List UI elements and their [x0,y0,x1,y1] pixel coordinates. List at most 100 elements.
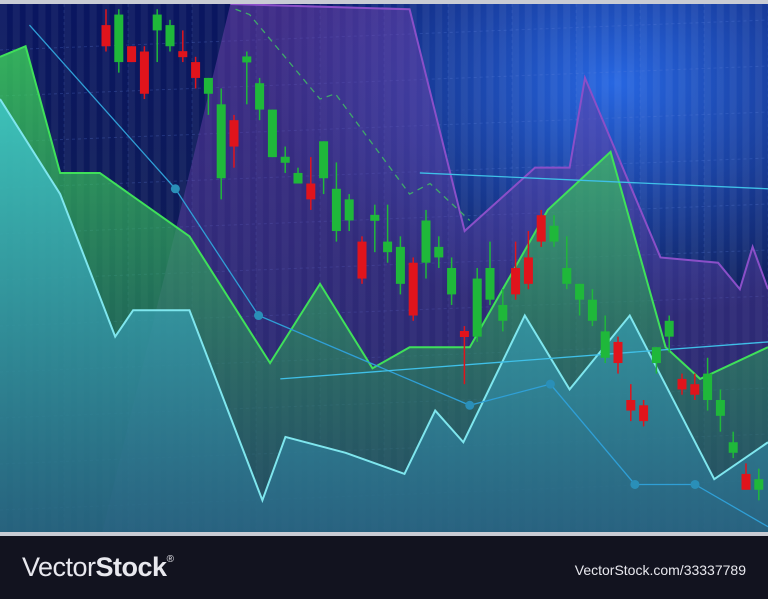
candle-body-down [408,262,418,316]
candle [114,9,124,73]
logo-light: Vector [22,552,96,582]
candle [293,167,303,184]
candle [203,77,213,115]
candle-body-up [331,188,341,232]
candle [728,431,738,459]
line-marker-dot [545,379,555,389]
candle-body-up [498,304,508,321]
candle-body-up [600,331,610,358]
chart-panel [0,0,768,536]
candle-body-down [536,215,546,242]
candle [485,241,495,305]
candle [600,315,610,364]
candle-body-down [523,257,533,284]
candle [267,109,277,158]
candle [639,400,649,427]
candle [383,204,393,263]
footer-bar: VectorStock® VectorStock.com/33337789 [0,536,768,599]
candle [523,231,533,290]
line-marker-dot [690,479,700,489]
candle-body-up [754,479,764,490]
line-marker-dot [170,184,180,194]
candle [165,19,175,52]
candle [715,389,725,432]
candle-body-up [575,283,585,300]
candle-body-up [242,56,252,63]
candle-body-up [383,241,393,253]
candle-body-up [664,320,674,337]
candle-body-up [472,278,482,337]
candle-body-down [613,341,623,364]
candle [651,347,661,374]
candle [319,141,329,195]
teal-area-line [0,98,768,504]
candle-body-up [434,246,444,258]
trend-dots-line [28,24,768,528]
candle [216,88,226,200]
candle-body-up [447,268,457,295]
vectorstock-logo: VectorStock® [22,552,174,583]
candle-body-down [626,400,636,411]
candle [562,236,572,290]
candle-body-up [344,199,354,221]
candle [306,157,316,210]
candle [255,77,265,121]
candle [511,241,521,300]
candle [664,315,674,353]
candle-body-up [703,373,713,400]
candle [229,114,239,168]
candle [447,257,457,305]
candle [408,257,418,321]
candle [280,146,290,173]
candle-body-up [421,220,431,263]
candle-body-down [511,268,521,295]
candle [626,384,636,422]
candle [690,373,700,400]
candle [331,162,341,242]
candle [472,268,482,342]
candle-body-down [229,120,239,147]
candle [152,9,162,63]
candle-body-down [639,405,649,422]
line-series [28,8,768,528]
candle [344,194,354,232]
candle [101,9,111,52]
candle [549,215,559,247]
candlestick-series [101,9,764,501]
candle-body-down [178,51,188,58]
candle-body-down [690,384,700,395]
candle-body-up [728,442,738,453]
candle-body-down [741,473,751,490]
logo-bold: Stock [95,552,168,582]
candle [677,373,687,395]
candle [498,289,508,332]
candle [613,336,623,374]
stock-chart [0,4,768,532]
line-marker-dot [465,400,475,410]
candle-body-down [677,378,687,390]
line-marker-dot [630,479,640,489]
candle-body-up [293,172,303,184]
line-marker-dot [254,311,264,321]
candle [242,51,252,105]
candle [370,204,380,253]
candle [434,236,444,268]
candle [421,209,431,279]
candle [459,326,469,385]
candle-body-up [370,214,380,221]
candle-body-up [549,225,559,242]
candle-body-down [139,51,149,94]
candle [139,46,149,100]
candle [395,236,405,295]
candle-body-up [165,25,175,47]
candle-body-up [114,14,124,63]
level-low-line [280,341,768,380]
teal-area-fill [0,99,768,532]
candle-body-down [191,62,201,78]
candle [357,236,367,284]
candle [191,56,201,89]
candle-body-down [357,241,367,279]
candle-body-up [267,109,277,158]
candle-body-up [562,268,572,284]
candle [587,289,597,327]
